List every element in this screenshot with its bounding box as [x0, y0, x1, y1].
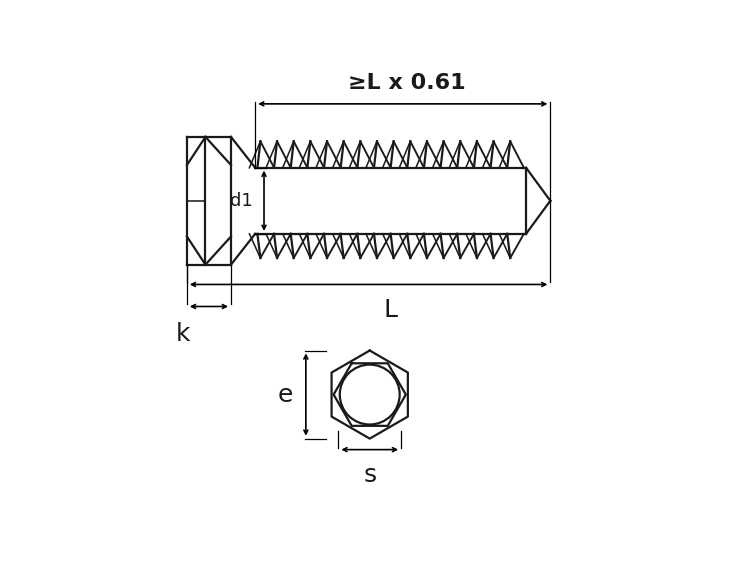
Text: L: L [384, 297, 398, 321]
Text: d1: d1 [230, 192, 253, 210]
Text: ≥L x 0.61: ≥L x 0.61 [348, 73, 466, 93]
Text: e: e [277, 383, 293, 407]
Text: k: k [175, 322, 190, 346]
Text: s: s [363, 463, 376, 487]
